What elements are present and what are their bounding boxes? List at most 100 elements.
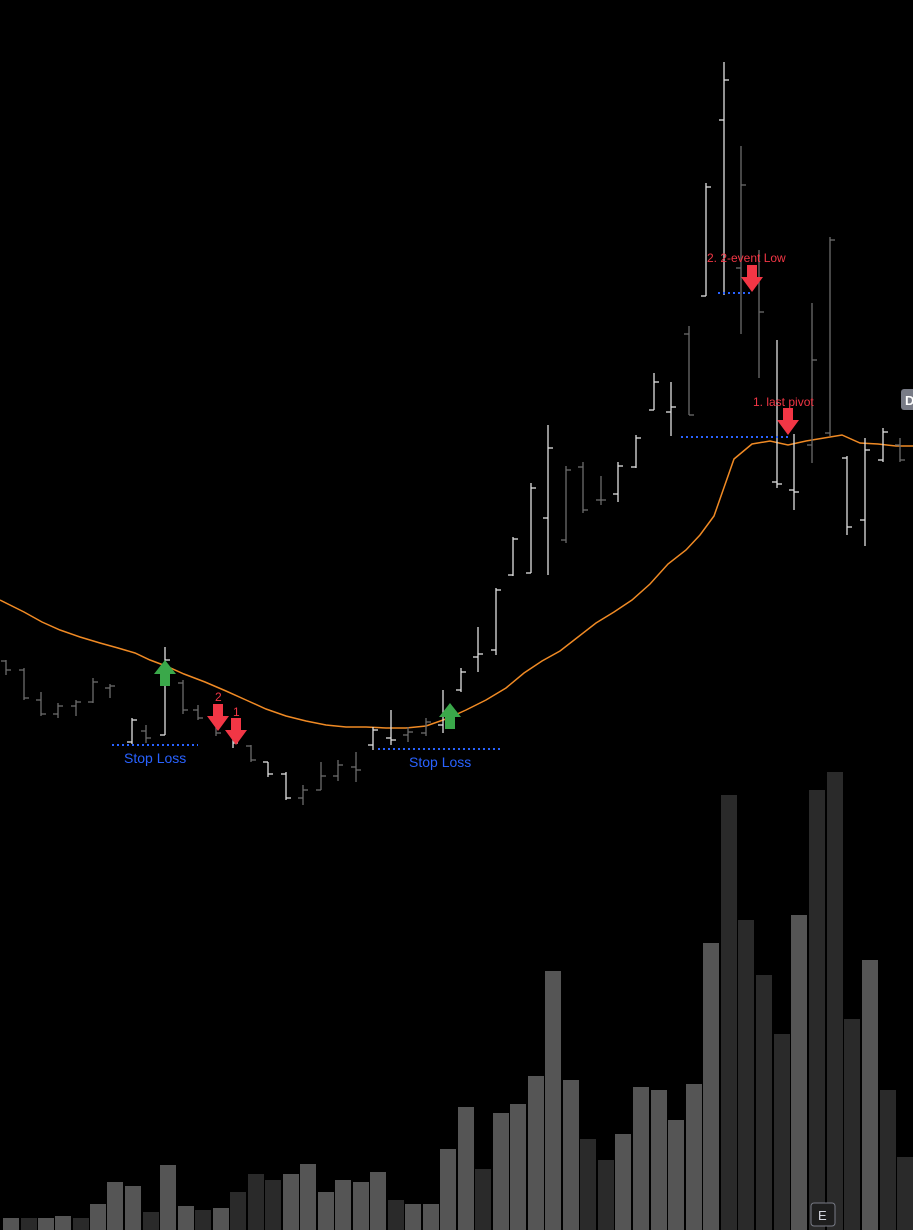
volume-bar [405, 1204, 421, 1230]
buy-arrow-up-icon [439, 703, 461, 729]
moving-average-layer [0, 434, 913, 729]
ohlc-bar [36, 692, 46, 716]
volume-bar [335, 1180, 351, 1230]
moving-average-line [0, 434, 913, 729]
ohlc-bar [878, 428, 888, 462]
buy-arrow-up-icon [154, 660, 176, 686]
volume-bar [528, 1076, 544, 1230]
volume-bar [178, 1206, 194, 1230]
ohlc-bar [127, 718, 137, 744]
ohlc-bar [807, 303, 817, 463]
volume-bar [510, 1104, 526, 1230]
ohlc-bar [895, 438, 905, 462]
ohlc-bar [772, 340, 782, 488]
ohlc-bar [298, 785, 308, 805]
ohlc-bar [403, 727, 413, 742]
volume-bar [21, 1218, 37, 1230]
ohlc-bar [351, 752, 361, 782]
ohlc-bar [19, 668, 29, 700]
ohlc-bar [333, 760, 343, 781]
ohlc-bar [71, 700, 81, 716]
volume-bar [686, 1084, 702, 1230]
ohlc-bar [543, 425, 553, 575]
ohlc-bar [719, 62, 729, 295]
volume-bar [213, 1208, 229, 1230]
volume-bar [318, 1192, 334, 1230]
ohlc-bars-layer [1, 62, 905, 805]
ohlc-bar [684, 326, 694, 416]
sell-arrow-down-icon [225, 718, 247, 745]
volume-bar [55, 1216, 71, 1230]
ohlc-bar [386, 710, 396, 745]
volume-bar [598, 1160, 614, 1230]
volume-bar [862, 960, 878, 1230]
volume-bar [423, 1204, 439, 1230]
ohlc-bar [631, 435, 641, 468]
ohlc-bar [473, 627, 483, 672]
volume-bar [300, 1164, 316, 1230]
volume-bar [668, 1120, 684, 1230]
ohlc-bar [53, 703, 63, 718]
sell-arrow-down-icon [741, 265, 763, 292]
earnings-badge[interactable]: E [810, 1202, 836, 1227]
ohlc-bar [736, 146, 746, 334]
ohlc-bar [281, 772, 291, 800]
ohlc-bar [860, 438, 870, 546]
ohlc-bar [789, 434, 799, 510]
volume-bar [458, 1107, 474, 1230]
volume-bar [791, 915, 807, 1230]
volume-bar [370, 1172, 386, 1230]
price-scale-badge-text: D [905, 393, 913, 408]
signal-label-2: 2 [215, 690, 222, 704]
volume-bar [107, 1182, 123, 1230]
ohlc-bar [842, 456, 852, 535]
ohlc-bar [701, 183, 711, 297]
volume-bar [827, 772, 843, 1230]
ohlc-bar [526, 483, 536, 574]
signal-label-1: 1 [233, 705, 240, 719]
volume-bar [897, 1157, 913, 1230]
event-low-label: 2. 2-event Low [707, 251, 786, 265]
volume-bar [809, 790, 825, 1230]
volume-bar [38, 1218, 54, 1230]
ohlc-bar [193, 705, 203, 720]
volume-bar [545, 971, 561, 1230]
volume-bar [90, 1204, 106, 1230]
ohlc-bar [88, 678, 98, 703]
volume-bar [195, 1210, 211, 1230]
volume-bar [283, 1174, 299, 1230]
volume-bar [265, 1180, 281, 1230]
ohlc-bar [1, 660, 11, 675]
earnings-badge-text: E [818, 1208, 827, 1223]
sell-arrow-down-icon [207, 704, 229, 731]
volume-bar [721, 795, 737, 1230]
volume-layer [3, 772, 913, 1230]
volume-bar [844, 1019, 860, 1230]
ohlc-bar [649, 373, 659, 411]
ohlc-bar [508, 537, 518, 576]
ohlc-bar [141, 725, 151, 743]
stop-loss-label-right: Stop Loss [409, 754, 471, 770]
ohlc-bar [666, 382, 676, 436]
volume-bar [493, 1113, 509, 1230]
volume-bar [125, 1186, 141, 1230]
volume-bar [756, 975, 772, 1230]
price-scale-badge[interactable]: D [901, 389, 913, 410]
volume-bar [615, 1134, 631, 1230]
ohlc-bar [263, 761, 273, 777]
volume-bar [880, 1090, 896, 1230]
volume-bar [440, 1149, 456, 1230]
ohlc-bar [105, 684, 115, 698]
volume-bar [248, 1174, 264, 1230]
ohlc-bar [596, 476, 606, 505]
ohlc-bar [491, 588, 501, 655]
volume-bar [475, 1169, 491, 1230]
annotation-layer: 2 1 2. 2-event Low 1. last pivot Stop Lo… [112, 251, 814, 770]
ohlc-bar [578, 462, 588, 513]
volume-bar [143, 1212, 159, 1230]
ohlc-bar [178, 680, 188, 714]
ohlc-bar [316, 762, 326, 791]
volume-bar [563, 1080, 579, 1230]
